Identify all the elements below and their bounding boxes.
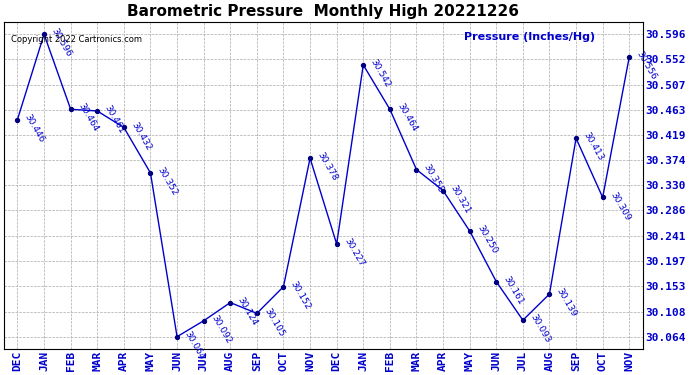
Text: 30.309: 30.309 (608, 190, 632, 222)
Text: 30.124: 30.124 (236, 295, 259, 327)
Point (39, 31, 50, 37)
Text: Pressure (Inches/Hg): Pressure (Inches/Hg) (464, 32, 595, 42)
Text: 30.596: 30.596 (50, 27, 73, 59)
Point (357, 62, 368, 68)
Point (384, 106, 395, 112)
Point (278, 284, 289, 290)
Point (464, 228, 475, 234)
Text: 30.093: 30.093 (529, 313, 552, 345)
Point (491, 279, 502, 285)
Text: 30.321: 30.321 (448, 183, 472, 215)
Point (411, 166, 422, 172)
Text: 30.092: 30.092 (209, 314, 233, 345)
Text: 30.542: 30.542 (369, 58, 393, 89)
Text: 30.432: 30.432 (130, 120, 153, 152)
Point (571, 135, 582, 141)
Text: 30.161: 30.161 (502, 274, 525, 306)
Point (65, 106, 76, 112)
Text: 30.464: 30.464 (395, 102, 419, 134)
Text: 30.064: 30.064 (183, 329, 206, 361)
Text: 30.139: 30.139 (555, 287, 579, 319)
Point (331, 241, 342, 247)
Text: 30.352: 30.352 (156, 166, 179, 198)
Text: 30.105: 30.105 (262, 306, 286, 338)
Point (544, 291, 555, 297)
Point (225, 300, 236, 306)
Text: 30.227: 30.227 (342, 237, 366, 268)
Point (304, 155, 315, 161)
Point (198, 318, 209, 324)
Point (251, 310, 262, 316)
Title: Barometric Pressure  Monthly High 20221226: Barometric Pressure Monthly High 2022122… (128, 4, 520, 19)
Point (172, 334, 183, 340)
Text: 30.250: 30.250 (475, 224, 499, 255)
Text: 30.378: 30.378 (315, 151, 339, 183)
Text: 30.152: 30.152 (289, 279, 313, 311)
Point (12, 117, 23, 123)
Text: 30.446: 30.446 (23, 112, 46, 144)
Text: 30.461: 30.461 (103, 104, 126, 135)
Point (119, 124, 130, 130)
Point (92, 108, 103, 114)
Point (145, 170, 156, 176)
Point (624, 54, 635, 60)
Text: Copyright 2022 Cartronics.com: Copyright 2022 Cartronics.com (10, 35, 141, 44)
Point (597, 194, 608, 200)
Text: 30.358: 30.358 (422, 162, 446, 194)
Point (518, 317, 529, 323)
Text: 30.556: 30.556 (635, 50, 658, 82)
Text: 30.464: 30.464 (76, 102, 99, 134)
Point (437, 188, 448, 194)
Text: 30.413: 30.413 (582, 131, 605, 163)
